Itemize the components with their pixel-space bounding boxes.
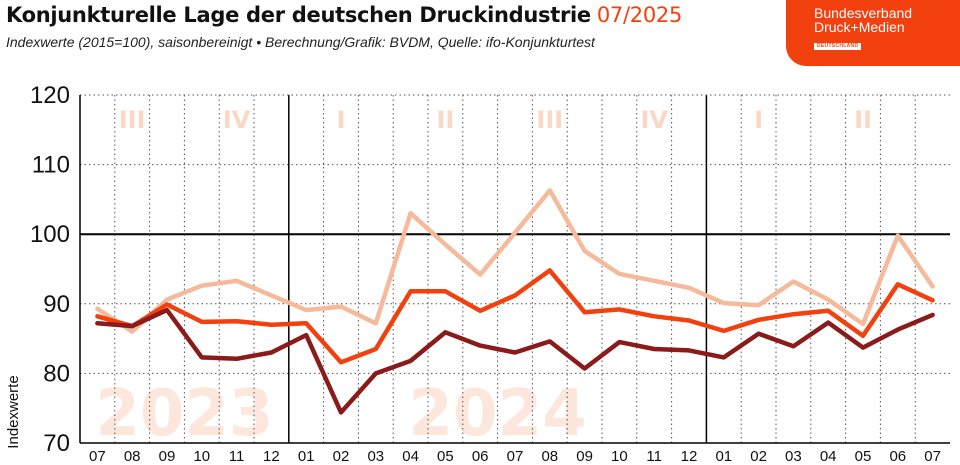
quarter-label: IV — [640, 106, 668, 134]
title-text: Konjunkturelle Lage der deutschen Drucki… — [6, 3, 591, 27]
x-tick-label: 08 — [124, 448, 141, 465]
year-label-2023: 2023 — [95, 377, 273, 451]
y-tick-label: 80 — [43, 360, 70, 387]
x-tick-label: 12 — [263, 448, 280, 465]
year-label-2024: 2024 — [409, 377, 587, 451]
x-tick-label: 02 — [333, 448, 350, 465]
title-date: 07/2025 — [596, 3, 682, 27]
y-tick-label: 100 — [30, 221, 70, 248]
quarter-label: I — [754, 106, 763, 134]
quarter-label: II — [854, 106, 872, 134]
logo-badge: DEUTSCHLAND — [814, 43, 862, 50]
y-axis-label: Indexwerte — [5, 375, 22, 448]
x-tick-label: 05 — [855, 448, 872, 465]
quarter-label: IV — [223, 106, 251, 134]
series-lines — [95, 188, 935, 415]
logo-line-1: Bundesverband — [814, 5, 913, 21]
x-tick-label: 09 — [576, 448, 593, 465]
y-tick-label: 90 — [43, 291, 70, 318]
x-tick-label: 03 — [785, 448, 802, 465]
quarter-label: III — [119, 106, 146, 134]
quarter-label: III — [536, 106, 563, 134]
x-tick-label: 08 — [541, 448, 558, 465]
x-tick-label: 06 — [472, 448, 489, 465]
x-tick-label: 11 — [646, 448, 662, 465]
quarter-label: II — [436, 106, 454, 134]
x-tick-label: 11 — [229, 448, 245, 465]
bvdm-logo: Bundesverband Druck+Medien DEUTSCHLAND — [786, 0, 960, 66]
x-tick-label: 07 — [924, 448, 941, 465]
series-line-dark — [95, 307, 935, 415]
x-tick-label: 10 — [193, 448, 210, 465]
y-tick-label: 70 — [43, 430, 70, 457]
x-tick-label: 05 — [437, 448, 454, 465]
x-tick-label: 04 — [820, 448, 837, 465]
x-tick-label: 01 — [298, 448, 315, 465]
y-tick-label: 120 — [30, 82, 70, 109]
x-tick-label: 07 — [89, 448, 106, 465]
x-tick-label: 10 — [611, 448, 628, 465]
x-tick-label: 03 — [367, 448, 384, 465]
series-line-medium — [95, 268, 935, 365]
x-tick-label: 06 — [889, 448, 906, 465]
x-tick-label: 12 — [681, 448, 698, 465]
series-line-light — [95, 188, 935, 334]
x-tick-label: 09 — [159, 448, 176, 465]
quarter-label: I — [337, 106, 346, 134]
y-tick-label: 110 — [32, 152, 70, 179]
axes: 70 80 90 100 110 120 07 08 09 10 11 12 01 02 03 04 05 06 0… — [30, 82, 950, 465]
x-tick-label: 07 — [507, 448, 524, 465]
x-tick-label: 01 — [715, 448, 732, 465]
grid — [80, 94, 950, 443]
chart-subtitle: Indexwerte (2015=100), saisonbereinigt •… — [6, 34, 595, 50]
logo-line-2: Druck+Medien — [814, 19, 905, 35]
x-tick-label: 04 — [402, 448, 419, 465]
chart-title: Konjunkturelle Lage der deutschen Drucki… — [6, 3, 682, 27]
x-tick-label: 02 — [750, 448, 767, 465]
